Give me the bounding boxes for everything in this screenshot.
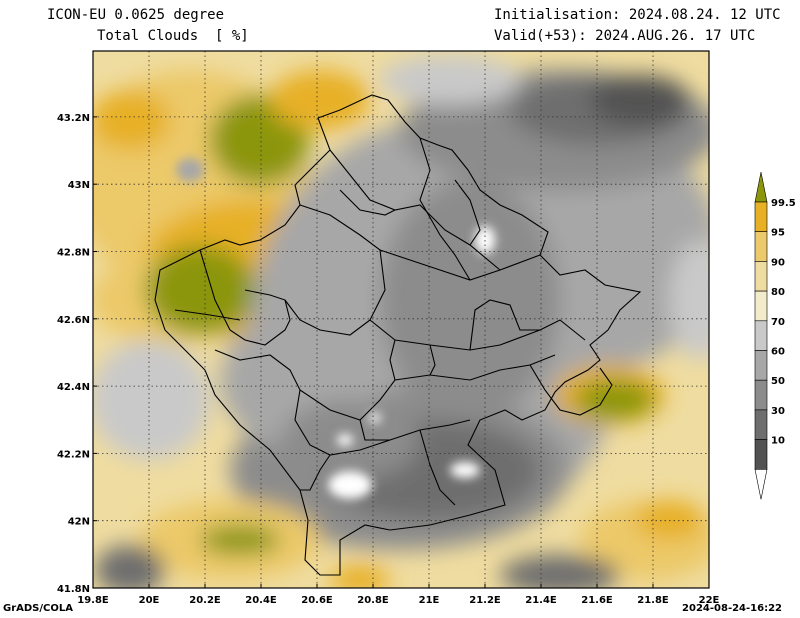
- district-line: [429, 344, 436, 376]
- lat-tick-label: 42N: [68, 517, 90, 528]
- district-line: [359, 419, 390, 441]
- district-line: [299, 204, 541, 281]
- outer-border: [154, 94, 642, 576]
- district-line: [199, 249, 291, 346]
- district-line: [339, 189, 396, 216]
- lat-tick-label: 42.8N: [57, 248, 90, 259]
- district-line: [300, 454, 331, 491]
- lon-tick-label: 21.2E: [469, 595, 501, 606]
- lat-tick-label: 42.4N: [57, 382, 90, 393]
- district-line: [469, 299, 540, 351]
- plot-frame: [92, 50, 710, 589]
- lon-tick-label: 20.4E: [245, 595, 277, 606]
- district-line: [419, 137, 471, 281]
- district-line: [284, 299, 371, 336]
- lon-tick-label: 21E: [419, 595, 440, 606]
- district-line: [174, 309, 241, 321]
- map-title-variable: Total Clouds [ %]: [97, 28, 249, 44]
- region-borders: [154, 94, 642, 576]
- colorbar-top-triangle: [754, 171, 768, 203]
- colorbar-level-label: 10: [771, 436, 785, 447]
- colorbar-level-label: 80: [771, 287, 785, 298]
- render-timestamp: 2024-08-24-16:22: [682, 603, 782, 614]
- district-line: [419, 429, 456, 506]
- colorbar-level-label: 50: [771, 376, 785, 387]
- colorbar-swatch: [754, 201, 768, 233]
- colorbar-level-label: 90: [771, 257, 785, 268]
- district-line: [529, 364, 613, 416]
- lon-tick-label: 22E: [699, 595, 720, 606]
- longitude-labels: 19.8E 20E 20.2E 20.4E 20.6E 20.8E 21E 21.2E 21.4…: [77, 584, 720, 606]
- valid-time: Valid(+53): 2024.AUG.26. 17 UTC: [494, 28, 756, 44]
- district-line: [214, 349, 556, 421]
- lon-tick-label: 20E: [139, 595, 160, 606]
- lat-tick-label: 41.8N: [57, 584, 90, 595]
- district-line: [244, 289, 291, 321]
- colorbar-swatch: [754, 439, 768, 470]
- lon-tick-label: 20.6E: [301, 595, 333, 606]
- lon-tick-label: 21.6E: [581, 595, 613, 606]
- colorbar-swatch: [754, 350, 768, 381]
- colorbar-swatch: [754, 409, 768, 440]
- latitude-labels: 43.2N 43N 42.8N 42.6N 42.4N 42.2N 42N 41.8N: [57, 113, 97, 595]
- colorbar-level-label: 60: [771, 347, 785, 358]
- district-line: [454, 179, 481, 246]
- lon-tick-label: 19.8E: [77, 595, 109, 606]
- lat-tick-label: 42.2N: [57, 449, 90, 460]
- district-line: [294, 389, 471, 456]
- colorbar-swatch: [754, 379, 768, 411]
- cloud-field: [93, 51, 709, 588]
- colorbar: 99.5 95 90 80 70 60 50 30 10: [754, 171, 796, 500]
- colorbar-swatch: [754, 320, 768, 351]
- lat-tick-label: 42.6N: [57, 315, 90, 326]
- district-line: [329, 149, 501, 271]
- lat-tick-label: 43.2N: [57, 113, 90, 124]
- colorbar-level-label: 95: [771, 228, 785, 239]
- lat-tick-label: 43N: [68, 180, 90, 191]
- colorbar-swatch: [754, 231, 768, 262]
- map-title-model: ICON-EU 0.0625 degree: [47, 7, 225, 23]
- gridlines: [93, 51, 709, 588]
- initialisation-time: Initialisation: 2024.08.24. 12 UTC: [494, 7, 781, 23]
- colorbar-swatch: [754, 261, 768, 292]
- colorbar-bottom-triangle: [754, 468, 768, 500]
- colorbar-swatch: [754, 290, 768, 322]
- district-line: [389, 339, 396, 381]
- lon-tick-label: 20.2E: [189, 595, 221, 606]
- grads-credit: GrADS/COLA: [3, 603, 73, 614]
- lon-tick-label: 21.4E: [525, 595, 557, 606]
- lon-tick-label: 20.8E: [357, 595, 389, 606]
- colorbar-level-label: 99.5: [771, 198, 796, 209]
- colorbar-level-label: 70: [771, 317, 785, 328]
- colorbar-level-label: 30: [771, 406, 785, 417]
- lon-tick-label: 21.8E: [637, 595, 669, 606]
- district-line: [369, 249, 586, 351]
